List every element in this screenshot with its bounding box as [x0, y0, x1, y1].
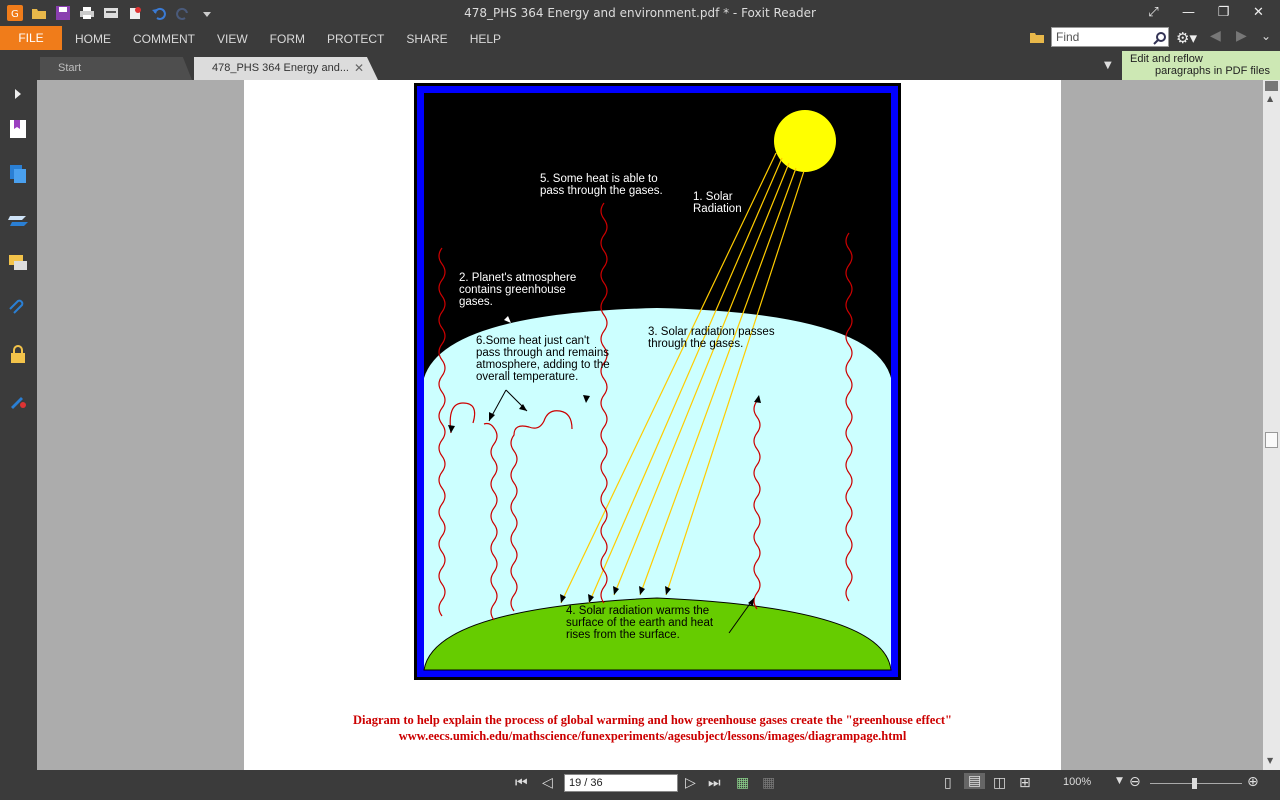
find-folder-icon[interactable]: [1029, 29, 1045, 49]
navigation-panel: [0, 80, 37, 770]
save-icon[interactable]: [54, 4, 72, 22]
comments-icon[interactable]: [6, 251, 30, 275]
label-3: 3. Solar radiation passes through the gas…: [648, 326, 775, 350]
foxit-logo-icon: G: [6, 4, 24, 22]
print-icon[interactable]: [78, 4, 96, 22]
scroll-up-icon[interactable]: ▲: [1267, 94, 1274, 103]
previous-result-icon[interactable]: ◀: [1210, 28, 1221, 44]
previous-view-icon[interactable]: ▦: [736, 775, 750, 791]
status-bar: ⏮ ◁ 19 / 36 ▷ ⏭ ▦ ▦ ▯ ▤ ◫ ⊞ 100% ▼ ⊖ ⊕: [0, 770, 1280, 800]
ribbon-collapse-icon[interactable]: ⌄: [1261, 29, 1272, 43]
tab-list-dropdown-icon[interactable]: ▼: [1104, 60, 1112, 71]
single-page-icon[interactable]: ▯: [944, 775, 952, 791]
menu-form[interactable]: FORM: [269, 32, 305, 46]
layers-icon[interactable]: [6, 208, 30, 232]
menu-comment[interactable]: COMMENT: [133, 32, 195, 46]
tab-document[interactable]: 478_PHS 364 Energy and... ✕: [194, 57, 378, 80]
title-bar: G 478_PHS 364 Energy and environment.pdf…: [0, 0, 1280, 26]
menu-help[interactable]: HELP: [469, 32, 502, 46]
next-view-icon[interactable]: ▦: [762, 775, 776, 791]
svg-text:G: G: [11, 9, 19, 20]
menu-view[interactable]: VIEW: [217, 32, 248, 46]
open-folder-icon[interactable]: [30, 4, 48, 22]
ribbon-menu: FILE HOME COMMENT VIEW FORM PROTECT SHAR…: [0, 26, 1280, 52]
redo-icon[interactable]: [174, 4, 192, 22]
tip-line-2: paragraphs in PDF files: [1155, 65, 1270, 77]
file-menu-button[interactable]: FILE: [0, 26, 62, 50]
menu-home[interactable]: HOME: [75, 32, 111, 46]
tip-line-1: Edit and reflow: [1130, 53, 1203, 65]
scroll-thumb[interactable]: [1265, 432, 1278, 448]
label-6: 6.Some heat just can't pass through and r…: [476, 335, 610, 383]
label-4: 4. Solar radiation warms the surface of t…: [566, 605, 714, 641]
zoom-out-icon[interactable]: ⊖: [1129, 774, 1141, 790]
pdf-page: 5. Some heat is able to pass through the …: [244, 80, 1061, 770]
search-input[interactable]: Find: [1051, 27, 1169, 47]
zoom-in-icon[interactable]: ⊕: [1247, 774, 1259, 790]
close-tab-icon[interactable]: ✕: [353, 61, 364, 75]
scroll-down-icon[interactable]: ▼: [1267, 756, 1274, 765]
stamp-icon[interactable]: [126, 4, 144, 22]
zoom-slider-thumb[interactable]: [1192, 778, 1197, 789]
settings-gear-icon[interactable]: ⚙▾: [1176, 29, 1197, 47]
continuous-page-icon[interactable]: ▤: [964, 773, 986, 789]
label-5: 5. Some heat is able to pass through the …: [540, 173, 663, 197]
quick-access-toolbar: G: [6, 4, 216, 22]
customize-toolbar-icon[interactable]: [198, 4, 216, 22]
previous-page-icon[interactable]: ◁: [542, 775, 553, 791]
menu-share[interactable]: SHARE: [406, 32, 448, 46]
close-icon[interactable]: ✕: [1253, 4, 1264, 20]
document-tabs: Start 478_PHS 364 Energy and... ✕ ▼: [0, 52, 1280, 80]
search-icon[interactable]: [1153, 30, 1167, 49]
facing-pages-icon[interactable]: ◫: [993, 775, 1007, 791]
document-viewport[interactable]: 5. Some heat is able to pass through the …: [37, 80, 1263, 770]
vertical-scrollbar[interactable]: ▲ ▼: [1263, 80, 1280, 770]
caption-line-1: Diagram to help explain the process of g…: [352, 713, 953, 727]
signatures-icon[interactable]: [6, 388, 30, 412]
fullscreen-icon[interactable]: ⤢: [1148, 4, 1159, 20]
edit-reflow-tip[interactable]: Edit and reflow paragraphs in PDF files: [1122, 51, 1280, 80]
zoom-level[interactable]: 100%: [1063, 776, 1092, 788]
next-result-icon[interactable]: ▶: [1236, 28, 1247, 44]
expand-panel-icon[interactable]: [6, 82, 30, 106]
page-number-input[interactable]: 19 / 36: [564, 774, 678, 792]
undo-icon[interactable]: [150, 4, 168, 22]
split-view-icon[interactable]: [1265, 81, 1278, 91]
last-page-icon[interactable]: ⏭: [708, 775, 721, 791]
pages-icon[interactable]: [6, 162, 30, 186]
menu-bar: HOME COMMENT VIEW FORM PROTECT SHARE HEL…: [64, 26, 512, 52]
caption-source-link[interactable]: www.eecs.umich.edu/mathscience/funexperi…: [398, 729, 907, 743]
next-page-icon[interactable]: ▷: [685, 775, 696, 791]
menu-protect[interactable]: PROTECT: [327, 32, 385, 46]
continuous-facing-icon[interactable]: ⊞: [1019, 775, 1031, 791]
attachments-icon[interactable]: [6, 296, 30, 320]
label-1: 1. Solar Radiation: [693, 191, 742, 215]
greenhouse-effect-diagram: 5. Some heat is able to pass through the …: [414, 83, 901, 680]
zoom-dropdown-icon[interactable]: ▼: [1116, 776, 1123, 786]
restore-icon[interactable]: ❐: [1217, 4, 1230, 20]
window-controls: ⤢ — ❐ ✕: [1136, 2, 1276, 22]
tab-document-label: 478_PHS 364 Energy and...: [212, 62, 349, 74]
minimize-icon[interactable]: —: [1182, 4, 1195, 20]
label-2: 2. Planet's atmosphere contains greenhous…: [459, 272, 576, 308]
bookmark-icon[interactable]: [6, 117, 30, 141]
security-lock-icon[interactable]: [6, 342, 30, 366]
tab-start-label: Start: [58, 62, 82, 74]
scan-icon[interactable]: [102, 4, 120, 22]
sun-icon: [774, 110, 836, 172]
first-page-icon[interactable]: ⏮: [515, 775, 528, 791]
tab-start[interactable]: Start: [40, 57, 192, 80]
